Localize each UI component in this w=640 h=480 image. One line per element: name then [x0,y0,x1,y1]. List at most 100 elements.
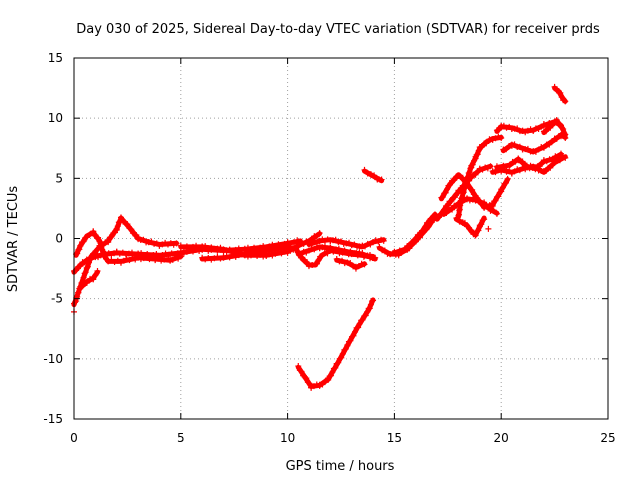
data-point [472,232,479,239]
data-point [481,199,488,206]
data-point [167,255,174,262]
data-point [165,251,172,258]
data-point [498,188,505,195]
data-point [114,257,121,264]
data-point [177,253,184,260]
data-point [308,245,315,252]
data-point [311,239,318,246]
data-point [561,130,568,137]
data-point [226,246,233,253]
data-point [100,251,107,258]
data-point [368,298,375,305]
data-point [555,153,562,160]
y-tick-label: 5 [55,171,63,185]
data-point [549,156,556,163]
grid [74,58,608,419]
x-tick-label: 0 [70,431,78,445]
data-point [128,226,135,233]
data-point [361,166,368,173]
data-point [558,122,565,129]
data-point [543,128,550,135]
data-point [217,244,224,251]
data-point [313,260,320,267]
data-point [442,189,449,196]
data-point [391,248,398,255]
data-point [378,236,385,243]
data-series [71,83,569,391]
x-axis-label: GPS time / hours [286,459,395,474]
y-tick-label: -10 [43,352,63,366]
data-point [492,197,499,204]
data-point [338,354,345,361]
x-tick-label: 25 [600,431,615,445]
data-point [451,194,458,201]
data-point [123,255,130,262]
data-point [129,255,136,262]
data-point [217,255,224,262]
data-point [87,255,94,262]
data-point [469,196,476,203]
data-point [372,254,379,261]
data-point [257,249,264,256]
series-track-j [295,297,377,391]
y-tick-label: -5 [51,292,63,306]
data-point [316,245,323,252]
data-point [516,143,523,150]
data-point [547,123,554,130]
data-point [303,375,310,382]
data-point [506,162,513,169]
data-point [305,240,312,247]
data-point [461,185,468,192]
data-point [473,151,480,158]
data-point [254,248,261,255]
data-point [266,248,273,255]
data-point [301,256,308,263]
data-point [465,170,472,177]
data-point [425,219,432,226]
x-tick-label: 20 [494,431,509,445]
y-tick-label: -15 [43,412,63,426]
data-point [124,221,131,228]
data-point [313,244,320,251]
data-point [162,250,169,257]
data-point [324,245,331,252]
data-point [251,244,258,251]
data-point [551,83,558,90]
data-point [482,164,489,171]
data-point [108,257,115,264]
data-point [347,259,354,266]
data-point [202,243,209,250]
data-point [548,138,555,145]
data-point [546,141,553,148]
data-point [543,167,550,174]
data-point [122,251,129,258]
data-point [355,324,362,331]
data-point [105,258,112,265]
data-point [83,264,90,271]
data-point [451,177,458,184]
data-point [446,181,453,188]
data-point [556,157,563,164]
data-point [362,312,369,319]
data-point [364,170,371,177]
data-point [328,372,335,379]
data-point [460,190,467,197]
data-point [469,186,476,193]
data-point [498,135,505,142]
data-point [365,305,372,312]
data-point [519,158,526,165]
data-point [493,163,500,170]
data-point [199,243,206,250]
data-point [464,177,471,184]
data-point [412,235,419,242]
x-tick-label: 15 [387,431,402,445]
data-point [489,168,496,175]
data-point [475,147,482,154]
data-point [460,189,467,196]
data-point [90,276,97,283]
data-point [406,242,413,249]
data-point [208,244,215,251]
series-track-k [361,166,385,184]
axis-ticks: 0 5 10 15 20 25 -15 -10 -5 0 5 10 15 [43,51,615,445]
data-point [193,242,200,249]
